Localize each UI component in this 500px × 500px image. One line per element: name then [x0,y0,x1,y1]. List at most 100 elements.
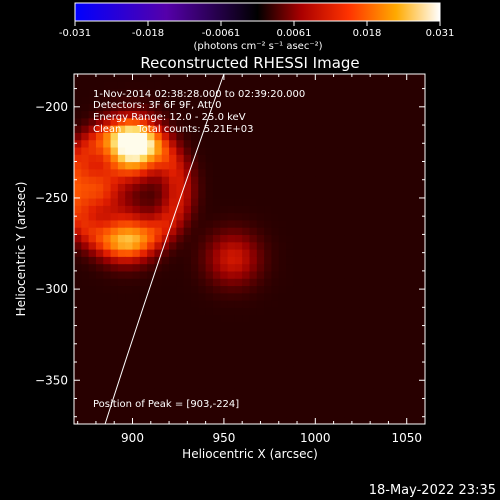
heatmap-cell [278,154,287,163]
heatmap-cell [154,103,163,112]
heatmap-cell [286,314,294,323]
heatmap-cell [212,103,221,112]
heatmap-cell [242,409,251,418]
heatmap-cell [308,402,316,411]
heatmap-cell [359,241,368,250]
heatmap-cell [161,285,170,294]
heatmap-cell [147,351,156,359]
heatmap-cell [169,351,177,359]
heatmap-cell [366,256,375,265]
heatmap-cell [169,146,177,155]
heatmap-cell [169,314,177,323]
heatmap-cell [315,176,324,184]
heatmap-cell [191,205,199,214]
heatmap-cell [329,270,338,279]
heatmap-cell [278,161,287,170]
heatmap-cell [95,292,104,301]
heatmap-cell [315,110,324,119]
heatmap-cell [117,176,126,184]
heatmap-cell [234,74,243,82]
heatmap-cell [110,300,119,308]
heatmap-cell [227,103,236,112]
heatmap-cell [256,103,265,112]
heatmap-cell [183,256,192,265]
heatmap-cell [322,365,331,374]
heatmap-cell [271,343,280,352]
heatmap-cell [161,387,170,396]
heatmap-cell [242,402,251,411]
heatmap-cell [154,300,163,308]
heatmap-cell [103,190,112,199]
heatmap-cell [139,263,148,272]
heatmap-cell [183,161,192,170]
heatmap-cell [227,154,236,163]
heatmap-cell [417,139,425,148]
heatmap-cell [95,117,104,126]
heatmap-cell [139,110,148,119]
heatmap-cell [300,343,309,352]
heatmap-cell [139,125,148,133]
heatmap-cell [293,183,302,192]
heatmap-cell [264,110,273,119]
heatmap-cell [344,146,353,155]
heatmap-cell [344,321,353,330]
heatmap-cell [417,88,425,97]
heatmap-cell [395,343,404,352]
heatmap-cell [234,263,243,272]
heatmap-cell [117,110,126,119]
heatmap-cell [359,139,368,148]
heatmap-cell [205,168,214,177]
heatmap-cell [337,336,346,345]
heatmap-cell [264,227,273,236]
heatmap-cell [388,249,397,257]
heatmap-cell [395,205,404,214]
heatmap-cell [278,314,287,323]
heatmap-cell [212,190,221,199]
heatmap-cell [388,154,397,163]
heatmap-cell [212,314,221,323]
heatmap-cell [234,190,243,199]
heatmap-cell [359,278,368,287]
heatmap-cell [169,285,177,294]
heatmap-cell [410,146,419,155]
heatmap-cell [227,139,236,148]
heatmap-cell [249,139,258,148]
heatmap-cell [169,117,177,126]
heatmap-cell [191,103,199,112]
heatmap-cell [417,176,425,184]
heatmap-cell [154,292,163,301]
heatmap-cell [337,146,346,155]
heatmap-cell [388,125,397,133]
heatmap-cell [154,307,163,316]
heatmap-cell [271,95,280,104]
heatmap-cell [103,176,112,184]
heatmap-cell [329,416,338,424]
heatmap-cell [373,110,382,119]
heatmap-cell [322,409,331,418]
heatmap-cell [191,321,199,330]
heatmap-cell [322,110,331,119]
heatmap-cell [132,74,141,82]
heatmap-cell [337,409,346,418]
heatmap-cell [315,351,324,359]
heatmap-cell [417,110,425,119]
heatmap-cell [161,110,170,119]
heatmap-cell [139,270,148,279]
heatmap-cell [103,256,112,265]
heatmap-cell [286,365,294,374]
heatmap-cell [300,314,309,323]
heatmap-cell [242,190,251,199]
heatmap-cell [256,314,265,323]
heatmap-cell [242,336,251,345]
heatmap-cell [410,139,419,148]
heatmap-cell [81,285,90,294]
heatmap-cell [337,110,346,119]
heatmap-cell [315,241,324,250]
heatmap-cell [344,394,353,403]
heatmap-cell [278,81,287,90]
heatmap-cell [139,117,148,126]
heatmap-cell [403,88,411,97]
heatmap-cell [293,74,302,82]
heatmap-cell [293,197,302,206]
heatmap-cell [205,219,214,228]
